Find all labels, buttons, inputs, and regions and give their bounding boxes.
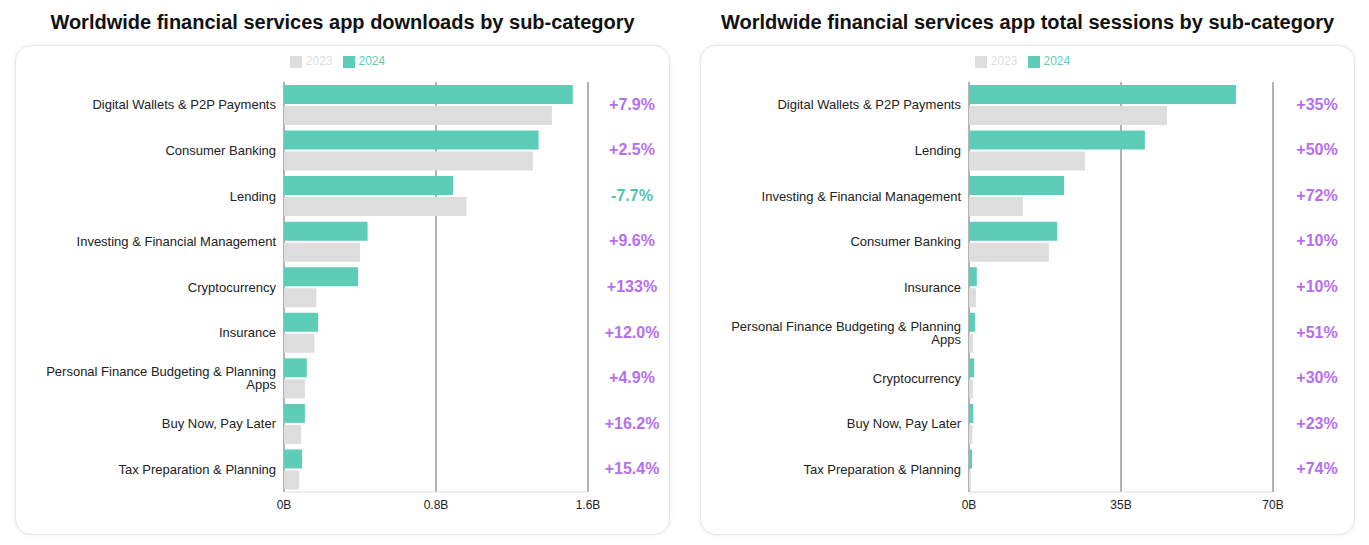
svg-text:Buy Now, Pay Later: Buy Now, Pay Later: [847, 416, 962, 431]
svg-text:+12.0%: +12.0%: [605, 324, 660, 341]
svg-text:-7.7%: -7.7%: [611, 187, 653, 204]
svg-text:Investing & Financial Manageme: Investing & Financial Management: [762, 189, 962, 204]
svg-text:Digital Wallets & P2P Payments: Digital Wallets & P2P Payments: [777, 97, 961, 112]
svg-text:+16.2%: +16.2%: [605, 415, 660, 432]
svg-text:+133%: +133%: [607, 278, 657, 295]
html-text:2024: 2024: [358, 54, 386, 68]
svg-text:+9.6%: +9.6%: [609, 232, 655, 249]
svg-text:70B: 70B: [1262, 498, 1283, 512]
svg-text:Investing & Financial Manageme: Investing & Financial Management: [77, 234, 277, 249]
html-text:2024: 2024: [1043, 54, 1071, 68]
svg-text:Insurance: Insurance: [904, 280, 961, 295]
svg-text:+72%: +72%: [1296, 187, 1337, 204]
svg-text:35B: 35B: [1110, 498, 1131, 512]
svg-text:Consumer Banking: Consumer Banking: [165, 143, 276, 158]
svg-text:Personal Finance Budgeting & P: Personal Finance Budgeting & PlanningApp…: [46, 364, 276, 392]
svg-text:+10%: +10%: [1296, 278, 1337, 295]
svg-text:Tax Preparation & Planning: Tax Preparation & Planning: [803, 462, 961, 477]
svg-text:Tax Preparation & Planning: Tax Preparation & Planning: [118, 462, 276, 477]
svg-text:Cryptocurrency: Cryptocurrency: [188, 280, 277, 295]
svg-text:1.6B: 1.6B: [576, 498, 601, 512]
svg-text:Lending: Lending: [915, 143, 961, 158]
html-text:2023: 2023: [305, 54, 333, 68]
svg-text:+74%: +74%: [1296, 460, 1337, 477]
svg-text:Cryptocurrency: Cryptocurrency: [873, 371, 962, 386]
svg-text:+35%: +35%: [1296, 96, 1337, 113]
svg-text:Buy Now, Pay Later: Buy Now, Pay Later: [162, 416, 277, 431]
html-text:Worldwide financial services a: Worldwide financial services app downloa…: [50, 11, 635, 33]
html-text:2023: 2023: [990, 54, 1018, 68]
svg-text:0B: 0B: [962, 498, 977, 512]
svg-text:+51%: +51%: [1296, 324, 1337, 341]
svg-text:+7.9%: +7.9%: [609, 96, 655, 113]
svg-text:+50%: +50%: [1296, 141, 1337, 158]
svg-text:Insurance: Insurance: [219, 325, 276, 340]
html-text:Worldwide financial services a: Worldwide financial services app total s…: [720, 11, 1335, 33]
svg-text:+15.4%: +15.4%: [605, 460, 660, 477]
svg-text:+23%: +23%: [1296, 415, 1337, 432]
svg-text:0B: 0B: [277, 498, 292, 512]
svg-text:+30%: +30%: [1296, 369, 1337, 386]
svg-text:Lending: Lending: [230, 189, 276, 204]
svg-text:+2.5%: +2.5%: [609, 141, 655, 158]
svg-text:0.8B: 0.8B: [424, 498, 449, 512]
svg-text:+10%: +10%: [1296, 232, 1337, 249]
svg-text:+4.9%: +4.9%: [609, 369, 655, 386]
svg-text:Digital Wallets & P2P Payments: Digital Wallets & P2P Payments: [92, 97, 276, 112]
svg-text:Consumer Banking: Consumer Banking: [850, 234, 961, 249]
svg-text:Personal Finance Budgeting & P: Personal Finance Budgeting & PlanningApp…: [731, 319, 961, 347]
